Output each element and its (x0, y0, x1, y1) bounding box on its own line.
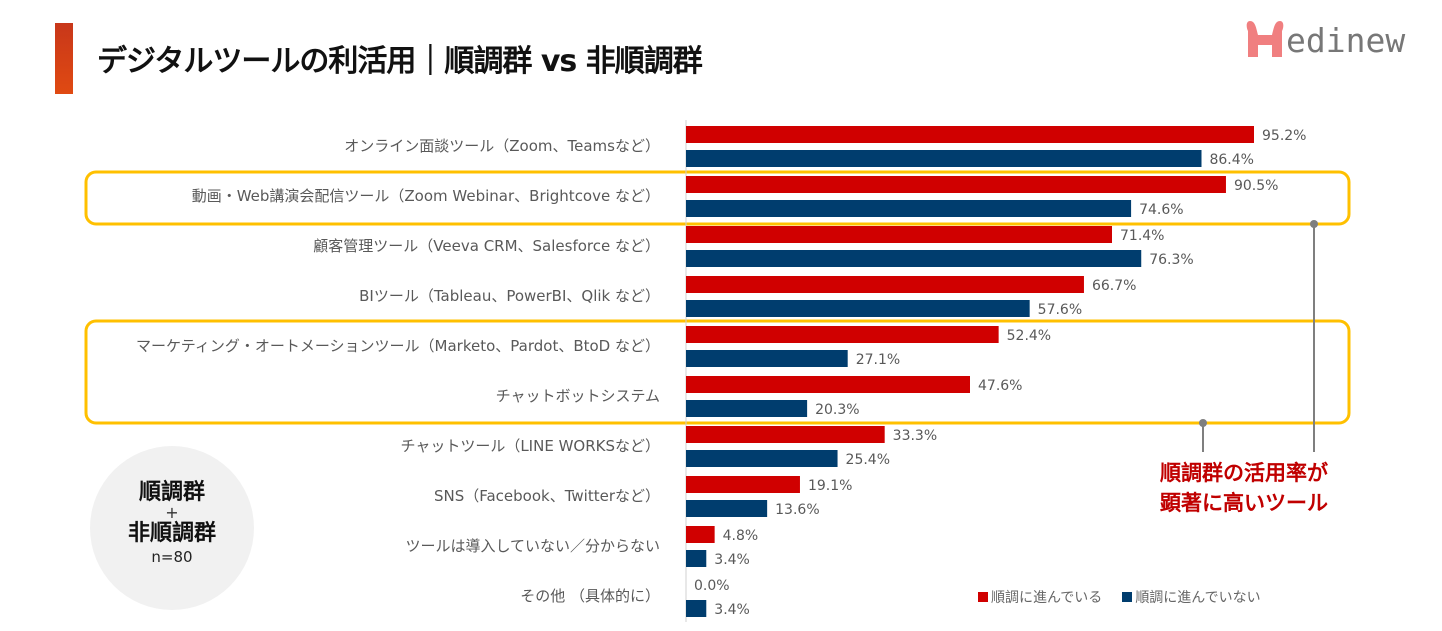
bar-not-smooth (686, 150, 1202, 167)
bar-smooth (686, 526, 715, 543)
category-label: チャットボットシステム (496, 387, 660, 405)
data-label: 0.0% (694, 578, 730, 594)
connector-dot (1199, 419, 1207, 427)
bar-smooth (686, 226, 1112, 243)
bar-not-smooth (686, 500, 768, 517)
badge-plus: + (165, 503, 179, 522)
sample-badge: 順調群 + 非順調群 n=80 (90, 446, 254, 610)
data-label: 19.1% (808, 478, 852, 494)
data-label: 4.8% (723, 528, 759, 544)
legend-swatch-blue (1122, 592, 1133, 602)
data-label: 86.4% (1209, 152, 1253, 168)
badge-n: n=80 (151, 548, 193, 566)
data-label: 25.4% (846, 452, 890, 468)
bar-not-smooth (686, 300, 1030, 317)
data-label: 71.4% (1120, 228, 1164, 244)
bar-not-smooth (686, 400, 808, 417)
category-label: BIツール（Tableau、PowerBI、Qlik など） (359, 287, 660, 305)
category-label: マーケティング・オートメーションツール（Marketo、Pardot、BtoD … (136, 337, 660, 355)
logo-text: edinew (1286, 21, 1406, 60)
data-label: 20.3% (815, 402, 859, 418)
data-label: 3.4% (714, 602, 750, 618)
connector-dot (1310, 220, 1318, 228)
medinew-logo: edinew (1244, 15, 1424, 65)
badge-line2: 非順調群 (127, 521, 216, 546)
bar-smooth (686, 126, 1254, 143)
data-label: 13.6% (775, 502, 819, 518)
data-label: 27.1% (856, 352, 900, 368)
category-label: チャットツール（LINE WORKSなど） (400, 437, 660, 455)
category-label: SNS（Facebook、Twitterなど） (434, 487, 660, 505)
data-label: 47.6% (978, 378, 1022, 394)
callout-line1: 順調群の活用率が (1160, 461, 1328, 485)
category-label: オンライン面談ツール（Zoom、Teamsなど） (344, 137, 660, 155)
data-label: 74.6% (1139, 202, 1183, 218)
data-label: 76.3% (1149, 252, 1193, 268)
data-label: 33.3% (893, 428, 937, 444)
data-label: 95.2% (1262, 128, 1306, 144)
legend-label: 順調に進んでいない (1135, 590, 1261, 606)
legend-swatch-red (978, 592, 988, 602)
bar-not-smooth (686, 200, 1132, 217)
page-title: デジタルツールの利活用｜順調群 vs 非順調群 (97, 44, 703, 79)
badge-line1: 順調群 (138, 480, 205, 505)
bar-not-smooth (686, 600, 707, 617)
data-label: 66.7% (1092, 278, 1136, 294)
category-label: ツールは導入していない／分からない (405, 537, 660, 555)
bar-not-smooth (686, 250, 1142, 267)
bar-smooth (686, 326, 999, 343)
data-label: 3.4% (714, 552, 750, 568)
bar-smooth (686, 476, 800, 493)
bar-not-smooth (686, 350, 848, 367)
title-accent-bar (55, 23, 73, 94)
bar-not-smooth (686, 450, 838, 467)
bar-not-smooth (686, 550, 707, 567)
bar-smooth (686, 426, 885, 443)
category-label: 顧客管理ツール（Veeva CRM、Salesforce など） (313, 237, 660, 255)
legend-item-series2: 順調に進んでいない (1122, 587, 1261, 607)
legend-item-series1: 順調に進んでいる (978, 587, 1102, 607)
legend: 順調に進んでいる 順調に進んでいない (978, 587, 1261, 607)
bar-smooth (686, 376, 970, 393)
legend-label: 順調に進んでいる (991, 590, 1103, 606)
logo-mark-icon (1246, 21, 1284, 57)
callout-text: 順調群の活用率が 顕著に高いツール (1160, 458, 1328, 518)
bar-smooth (686, 176, 1226, 193)
category-label: 動画・Web講演会配信ツール（Zoom Webinar、Brightcove な… (192, 187, 660, 205)
data-label: 57.6% (1038, 302, 1082, 318)
data-label: 52.4% (1007, 328, 1051, 344)
category-label: その他 （具体的に） (520, 587, 660, 605)
callout-line2: 顕著に高いツール (1160, 491, 1328, 515)
highlight-box (84, 319, 1351, 425)
bar-smooth (686, 276, 1084, 293)
highlight-box (84, 170, 1351, 226)
data-label: 90.5% (1234, 178, 1278, 194)
